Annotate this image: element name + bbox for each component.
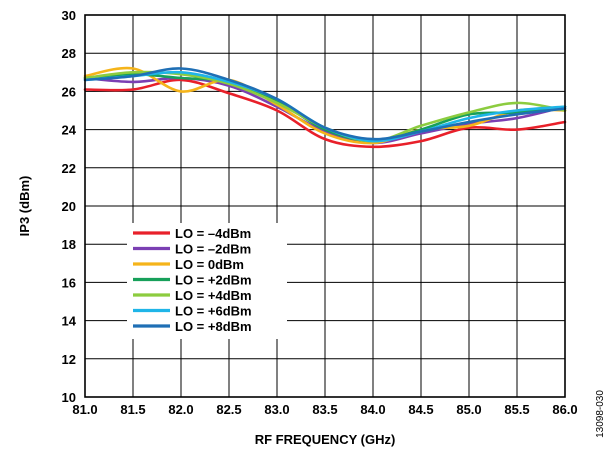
y-tick-label: 10 [62, 390, 76, 405]
series-lines [83, 66, 567, 149]
x-tick-label: 85.5 [504, 402, 529, 417]
x-tick-label: 82.5 [216, 402, 241, 417]
legend-label: LO = –2dBm [175, 242, 251, 257]
series-line-2 [83, 66, 567, 145]
legend-label: LO = +2dBm [175, 273, 252, 288]
y-tick-label: 30 [62, 8, 76, 23]
legend-label: LO = +8dBm [175, 319, 252, 334]
series-line-3 [83, 72, 567, 143]
series-line-6 [83, 67, 567, 141]
x-tick-label: 83.0 [264, 402, 289, 417]
x-tick-label: 83.5 [312, 402, 337, 417]
y-tick-label: 12 [62, 352, 76, 367]
x-tick-label: 85.0 [456, 402, 481, 417]
legend-label: LO = +4dBm [175, 288, 252, 303]
y-tick-label: 26 [62, 84, 76, 99]
y-tick-label: 16 [62, 275, 76, 290]
x-axis-label: RF FREQUENCY (GHz) [255, 432, 396, 447]
series-line-0 [83, 78, 567, 149]
x-tick-label: 81.5 [120, 402, 145, 417]
legend-label: LO = –4dBm [175, 226, 251, 241]
x-tick-label: 84.5 [408, 402, 433, 417]
y-tick-label: 18 [62, 237, 76, 252]
x-tick-label: 82.0 [168, 402, 193, 417]
x-tick-label: 86.0 [552, 402, 577, 417]
legend-label: LO = 0dBm [175, 257, 244, 272]
y-tick-label: 28 [62, 46, 76, 61]
y-tick-labels: 10 12 14 16 18 20 22 24 26 28 30 [62, 8, 77, 405]
plot-frame [84, 14, 566, 398]
x-tick-label: 81.0 [72, 402, 97, 417]
x-tick-labels: 81.0 81.5 82.0 82.5 83.0 83.5 84.0 84.5 85.0 85.5… [72, 402, 577, 417]
y-tick-label: 14 [62, 314, 77, 329]
x-tick-label: 84.0 [360, 402, 385, 417]
y-axis-label: IP3 (dBm) [17, 176, 32, 237]
figure-id: 13098-030 [595, 390, 606, 438]
legend-label: LO = +6dBm [175, 304, 252, 319]
y-tick-label: 20 [62, 199, 76, 214]
y-tick-label: 24 [62, 123, 77, 138]
y-tick-label: 22 [62, 161, 76, 176]
